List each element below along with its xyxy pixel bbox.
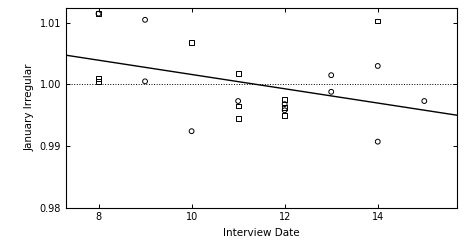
Point bbox=[95, 12, 102, 16]
Point bbox=[95, 79, 102, 83]
Point bbox=[235, 99, 242, 103]
Point bbox=[327, 73, 335, 77]
Point bbox=[281, 106, 288, 110]
Point bbox=[235, 116, 242, 120]
Point bbox=[235, 71, 242, 75]
Point bbox=[141, 18, 149, 22]
X-axis label: Interview Date: Interview Date bbox=[223, 228, 300, 238]
Point bbox=[374, 64, 382, 68]
Point bbox=[188, 129, 195, 133]
Point bbox=[351, 210, 358, 214]
Point bbox=[281, 102, 288, 106]
Point bbox=[235, 104, 242, 108]
Point bbox=[374, 140, 382, 144]
Point bbox=[374, 19, 382, 23]
Point bbox=[95, 76, 102, 80]
Point bbox=[95, 12, 102, 16]
Point bbox=[421, 99, 428, 103]
Point bbox=[281, 113, 288, 117]
Point bbox=[281, 98, 288, 102]
Point bbox=[141, 79, 149, 83]
Point bbox=[281, 108, 288, 112]
Point bbox=[327, 90, 335, 94]
Y-axis label: January Irregular: January Irregular bbox=[24, 64, 34, 151]
Point bbox=[188, 40, 195, 44]
